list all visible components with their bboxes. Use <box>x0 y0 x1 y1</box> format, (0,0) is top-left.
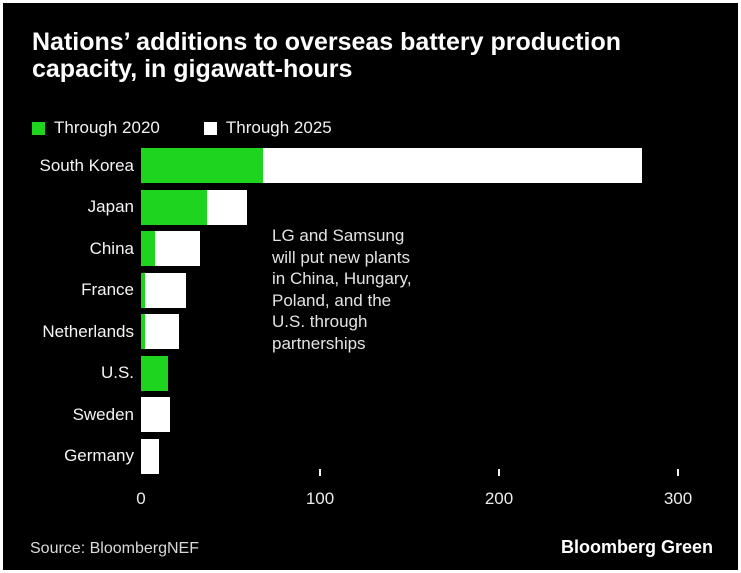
bar-through-2025 <box>141 397 170 432</box>
x-axis-tick <box>677 469 679 476</box>
category-label: South Korea <box>39 155 134 175</box>
legend-item: Through 2025 <box>203 118 332 138</box>
category-label: France <box>81 280 134 299</box>
bar-segment-through-2020 <box>141 355 168 391</box>
bar-segment-through-2020 <box>141 189 208 225</box>
x-axis-tick <box>319 469 321 476</box>
bar-through-2025 <box>141 231 201 266</box>
category-label: China <box>89 238 134 258</box>
category-label: Sweden <box>72 404 134 424</box>
legend-swatch <box>32 121 45 135</box>
bar-segment-through-2020 <box>141 272 145 308</box>
legend-swatch <box>203 121 217 135</box>
bar-through-2025 <box>141 272 186 308</box>
category-label: Japan <box>87 197 134 216</box>
chart-row: Netherlands <box>3 314 738 349</box>
brand-logo: Bloomberg Green <box>560 537 713 557</box>
chart-annotation: LG and Samsung will put new plants in Ch… <box>272 226 412 353</box>
category-label: Germany <box>64 446 134 465</box>
chart-title: Nations’ additions to overseas battery p… <box>32 28 621 83</box>
bar-through-2025 <box>141 438 159 474</box>
category-label: U.S. <box>100 363 134 382</box>
chart-row: Germany <box>3 438 738 474</box>
chart-row: France <box>3 272 738 308</box>
bar-through-2025 <box>141 189 247 225</box>
x-axis-tick-label: 300 <box>663 489 693 508</box>
chart-row: South Korea <box>3 148 738 183</box>
source-credit: Source: BloombergNEF <box>30 540 199 557</box>
legend: Through 2020 Through 2025 <box>32 118 376 138</box>
x-axis-tick <box>498 469 500 476</box>
bar-segment-through-2020 <box>141 314 145 349</box>
bar-through-2025 <box>141 148 643 183</box>
legend-label: Through 2020 <box>54 118 160 137</box>
chart-footer: Source: BloombergNEF Bloomberg Green <box>30 537 713 558</box>
bar-segment-through-2020 <box>141 148 263 183</box>
x-axis-tick-label: 100 <box>305 489 335 508</box>
chart-row: U.S. <box>3 355 738 391</box>
x-axis-tick-label: 200 <box>484 489 514 508</box>
legend-item: Through 2020 <box>32 118 160 138</box>
x-axis-tick-label: 0 <box>136 489 146 508</box>
bar-segment-through-2020 <box>141 231 156 266</box>
chart-row: Sweden <box>3 397 738 432</box>
chart-row: Japan <box>3 189 738 225</box>
bar-through-2025 <box>141 355 168 391</box>
bar-through-2025 <box>141 314 179 349</box>
chart-row: China <box>3 231 738 266</box>
legend-label: Through 2025 <box>225 118 332 137</box>
category-label: Netherlands <box>42 321 134 341</box>
